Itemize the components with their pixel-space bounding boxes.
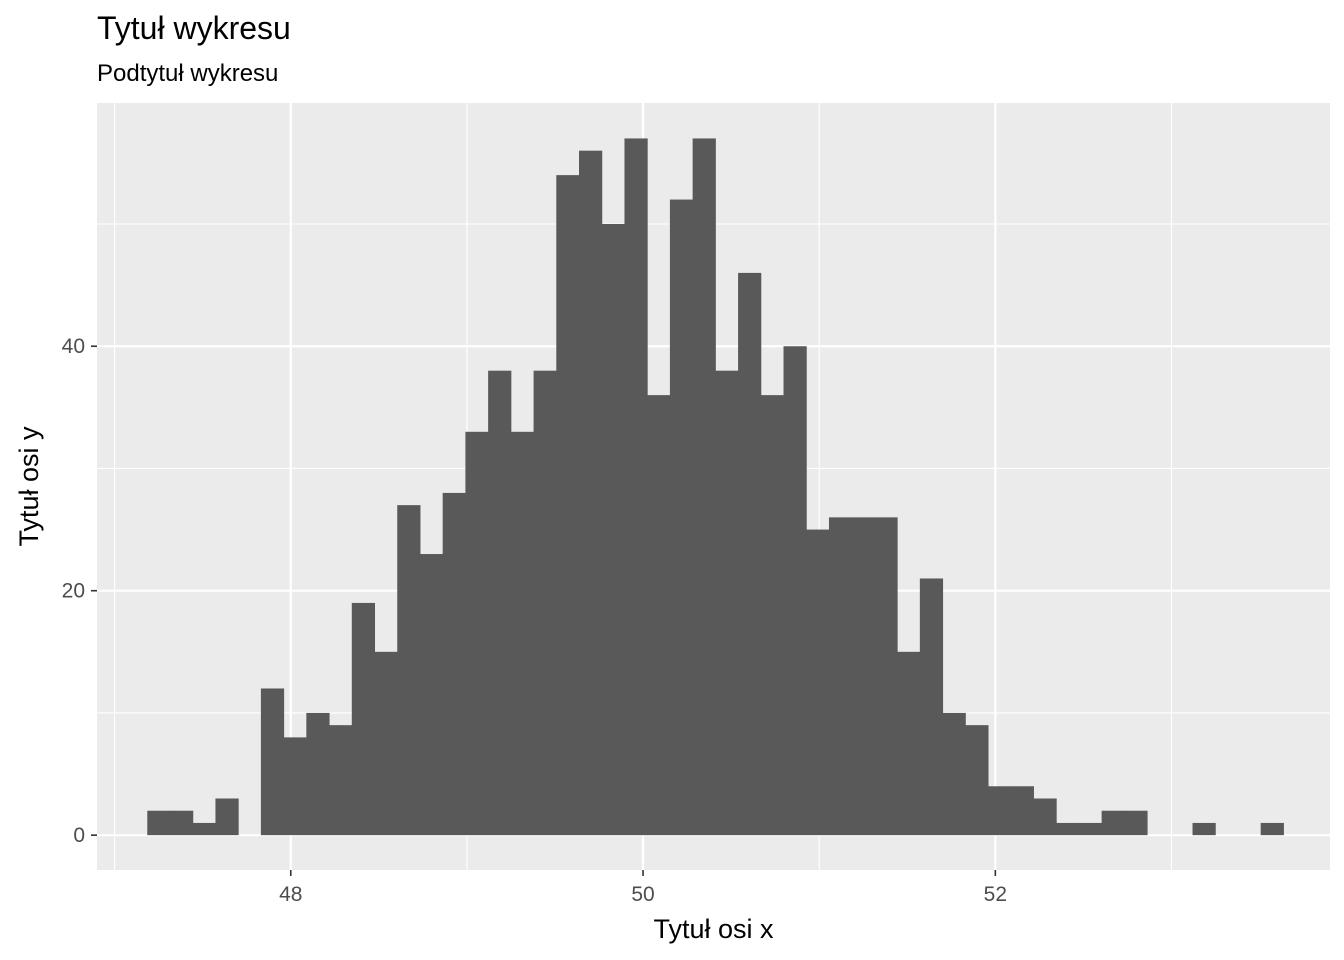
histogram-bar	[510, 431, 535, 836]
histogram-bar	[965, 725, 989, 836]
x-axis-title: Tytuł osi x	[653, 914, 774, 944]
histogram-bar	[897, 651, 921, 836]
histogram-bar	[1078, 822, 1103, 836]
histogram-bar	[1192, 822, 1216, 836]
y-tick-label: 40	[62, 335, 85, 358]
histogram-bar	[874, 517, 898, 836]
histogram-bar	[192, 822, 216, 836]
histogram-bar	[738, 272, 762, 836]
histogram-bar	[306, 712, 330, 836]
histogram-bar	[419, 554, 444, 836]
histogram-bar	[624, 138, 648, 836]
axes: 48 50 52 0 20 40	[62, 335, 1007, 906]
histogram-bar	[260, 688, 285, 836]
histogram-bar	[488, 370, 512, 836]
histogram-bar	[1124, 810, 1148, 836]
histogram-bar	[647, 395, 671, 836]
histogram-bar	[783, 346, 807, 836]
histogram-bar	[760, 395, 785, 836]
histogram-bar	[533, 370, 557, 836]
histogram-bar	[556, 175, 580, 836]
histogram-bar	[1010, 786, 1034, 836]
histogram-bar	[170, 810, 194, 836]
histogram-bar	[828, 517, 853, 836]
x-tick-label: 50	[631, 883, 654, 906]
histogram-bar	[215, 798, 239, 836]
y-tick-label: 20	[62, 580, 85, 603]
x-tick-label: 48	[279, 883, 302, 906]
histogram-bar	[942, 712, 966, 836]
histogram-bar	[692, 138, 716, 836]
histogram-bar	[601, 224, 625, 836]
histogram-bars	[147, 138, 1284, 836]
histogram-bar	[669, 199, 694, 836]
histogram-bar	[806, 529, 830, 836]
histogram-bar	[579, 150, 603, 836]
histogram-bar	[851, 517, 875, 836]
chart-subtitle: Podtytuł wykresu	[97, 60, 279, 87]
y-axis-title: Tytuł osi y	[14, 426, 44, 547]
histogram-bar	[1056, 822, 1080, 836]
histogram-bar	[442, 492, 466, 836]
histogram-bar	[351, 602, 376, 836]
histogram-bar	[988, 786, 1012, 836]
chart-title: Tytuł wykresu	[97, 10, 291, 46]
histogram-bar	[374, 651, 398, 836]
histogram-bar	[147, 810, 171, 836]
histogram-bar	[465, 431, 489, 836]
histogram-bar	[1101, 810, 1125, 836]
histogram-bar	[919, 578, 944, 836]
histogram-bar	[1260, 822, 1284, 836]
x-tick-label: 52	[984, 883, 1007, 906]
histogram-bar	[397, 505, 421, 836]
histogram-bar	[715, 370, 739, 836]
histogram-bar	[283, 737, 307, 836]
histogram-bar	[329, 725, 353, 836]
y-tick-label: 0	[73, 824, 85, 847]
histogram-bar	[1033, 798, 1057, 836]
